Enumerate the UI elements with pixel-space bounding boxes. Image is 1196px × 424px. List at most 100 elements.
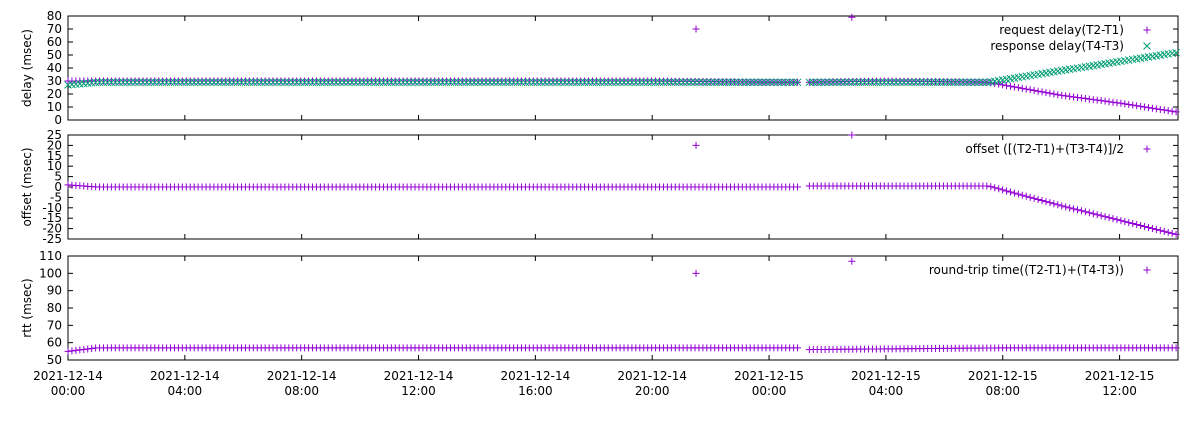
data-point bbox=[837, 78, 845, 87]
x-tick-label-date: 2021-12-15 bbox=[734, 369, 804, 383]
data-point bbox=[379, 78, 388, 87]
data-point bbox=[995, 185, 1003, 193]
data-point bbox=[328, 78, 337, 87]
data-point bbox=[888, 78, 897, 87]
data-point bbox=[395, 78, 404, 87]
legend-label: round-trip time((T2-T1)+(T4-T3)) bbox=[929, 263, 1124, 277]
data-point bbox=[655, 78, 664, 87]
data-point bbox=[695, 78, 703, 87]
data-point bbox=[1133, 221, 1141, 229]
data-point bbox=[533, 78, 542, 87]
data-point bbox=[691, 78, 699, 87]
data-point bbox=[1050, 200, 1058, 208]
data-point bbox=[1129, 220, 1137, 228]
data-point bbox=[935, 78, 944, 87]
data-point bbox=[403, 78, 411, 87]
data-point bbox=[892, 78, 900, 87]
data-point bbox=[415, 78, 423, 87]
y-tick-label: 5 bbox=[54, 170, 62, 184]
x-tick-label-time: 04:00 bbox=[869, 384, 904, 398]
data-point bbox=[841, 78, 849, 87]
data-point bbox=[860, 78, 869, 87]
data-point bbox=[292, 78, 301, 87]
data-point bbox=[773, 78, 782, 87]
data-point bbox=[513, 78, 522, 87]
data-point bbox=[620, 78, 628, 87]
data-point bbox=[391, 78, 400, 87]
data-point bbox=[561, 78, 569, 87]
data-point bbox=[923, 78, 932, 87]
data-point bbox=[1109, 98, 1117, 106]
data-point bbox=[336, 78, 344, 87]
data-point bbox=[896, 78, 904, 87]
data-point bbox=[1081, 208, 1089, 216]
data-point bbox=[915, 78, 924, 87]
data-point bbox=[872, 78, 881, 87]
legend-label: offset ([(T2-T1)+(T3-T4)]/2 bbox=[965, 142, 1124, 156]
data-point bbox=[718, 78, 727, 87]
y-axis-label: offset (msec) bbox=[20, 147, 34, 226]
y-tick-label: 60 bbox=[47, 336, 62, 350]
y-tick-label: 60 bbox=[47, 35, 62, 49]
data-point bbox=[1046, 89, 1054, 97]
data-point bbox=[616, 78, 624, 87]
data-point bbox=[154, 78, 163, 87]
data-point bbox=[671, 78, 680, 87]
data-point bbox=[821, 78, 829, 87]
data-point bbox=[1038, 88, 1046, 96]
data-point bbox=[1164, 107, 1172, 115]
data-point-outlier bbox=[848, 13, 856, 21]
data-point bbox=[628, 78, 636, 87]
data-point bbox=[422, 78, 431, 87]
data-point bbox=[635, 78, 644, 87]
data-point bbox=[162, 78, 171, 87]
data-point bbox=[1133, 102, 1141, 110]
data-point bbox=[1003, 187, 1011, 195]
data-point bbox=[426, 78, 435, 87]
data-point bbox=[1074, 206, 1082, 214]
y-tick-label: 50 bbox=[47, 353, 62, 367]
data-point bbox=[115, 78, 124, 87]
data-point bbox=[1117, 99, 1125, 107]
x-tick-label-date: 2021-12-14 bbox=[617, 369, 687, 383]
data-point bbox=[549, 78, 557, 87]
y-tick-label: 20 bbox=[47, 138, 62, 152]
data-point bbox=[584, 78, 593, 87]
data-point bbox=[864, 78, 873, 87]
data-point bbox=[1109, 215, 1117, 223]
data-point bbox=[730, 78, 739, 87]
data-point bbox=[979, 78, 987, 87]
data-point bbox=[758, 78, 766, 87]
data-point bbox=[738, 78, 747, 87]
data-point bbox=[679, 78, 688, 87]
data-point bbox=[300, 78, 309, 87]
data-point bbox=[1141, 103, 1149, 111]
data-point bbox=[501, 78, 510, 87]
data-point bbox=[991, 184, 999, 192]
y-tick-label: 25 bbox=[47, 128, 62, 142]
data-point bbox=[367, 78, 376, 87]
data-point bbox=[600, 78, 609, 87]
data-point bbox=[434, 78, 443, 87]
data-point bbox=[1172, 344, 1180, 352]
data-point bbox=[363, 78, 372, 87]
data-point bbox=[1010, 83, 1018, 91]
data-point bbox=[706, 78, 715, 87]
x-tick-label-date: 2021-12-14 bbox=[384, 369, 454, 383]
data-point-outlier bbox=[848, 257, 856, 265]
data-point bbox=[139, 78, 147, 87]
data-point bbox=[529, 78, 538, 87]
data-point bbox=[355, 78, 364, 87]
data-point bbox=[462, 78, 471, 87]
data-point bbox=[1058, 202, 1066, 210]
y-tick-label: 0 bbox=[54, 180, 62, 194]
data-point bbox=[1137, 222, 1145, 230]
data-point bbox=[927, 78, 936, 87]
data-point bbox=[1172, 108, 1180, 116]
data-point bbox=[880, 78, 889, 87]
data-point bbox=[1022, 85, 1030, 93]
data-point bbox=[490, 78, 498, 87]
data-point bbox=[1006, 82, 1014, 90]
data-point bbox=[1034, 87, 1042, 95]
legend-marker bbox=[1143, 42, 1151, 50]
